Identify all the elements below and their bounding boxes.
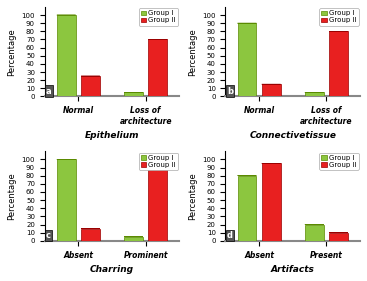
X-axis label: Epithelium: Epithelium [85,131,139,140]
Bar [148,40,167,96]
Bar [237,23,257,96]
Bar [329,31,348,96]
Bar [81,76,100,96]
Bar [262,164,281,241]
Bar [124,92,143,96]
Bar [57,15,76,96]
Text: d: d [227,231,233,240]
Bar [262,84,281,96]
X-axis label: Artifacts: Artifacts [271,265,315,274]
Bar [237,176,257,241]
Bar [305,92,324,96]
Bar [148,40,167,96]
Bar [124,237,143,241]
Bar [81,76,100,96]
Bar [305,225,324,241]
Y-axis label: Percentage: Percentage [7,172,16,220]
Bar [148,167,167,241]
Bar [329,31,348,96]
Legend: Group I, Group II: Group I, Group II [139,8,178,26]
X-axis label: Connectivetissue: Connectivetissue [249,131,336,140]
Bar [305,92,324,96]
Bar [305,225,324,241]
Legend: Group I, Group II: Group I, Group II [319,8,359,26]
Legend: Group I, Group II: Group I, Group II [319,153,359,170]
Bar [124,237,143,241]
Bar [237,176,257,241]
Legend: Group I, Group II: Group I, Group II [139,153,178,170]
Text: b: b [227,87,233,96]
Y-axis label: Percentage: Percentage [188,172,197,220]
Bar [262,164,281,241]
X-axis label: Charring: Charring [90,265,134,274]
Bar [329,233,348,241]
Bar [57,159,76,241]
Bar [57,159,76,241]
Bar [237,23,257,96]
Bar [57,15,76,96]
Bar [329,233,348,241]
Bar [81,228,100,241]
Bar [262,84,281,96]
Bar [81,228,100,241]
Bar [124,92,143,96]
Text: a: a [46,87,52,96]
Text: c: c [46,231,51,240]
Y-axis label: Percentage: Percentage [188,28,197,76]
Y-axis label: Percentage: Percentage [7,28,16,76]
Bar [148,167,167,241]
